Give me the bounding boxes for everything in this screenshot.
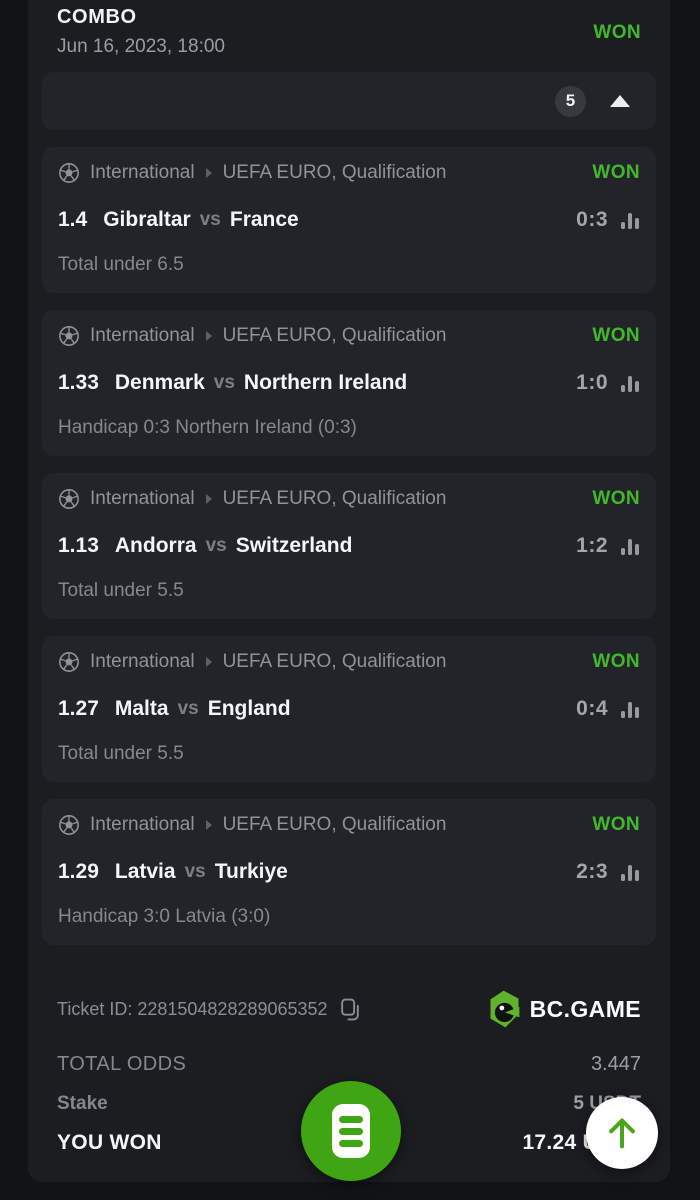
league-region: International — [90, 162, 195, 183]
arrow-up-icon — [609, 1118, 635, 1149]
league-name: UEFA EURO, Qualification — [222, 814, 447, 835]
vs-label: vs — [184, 861, 206, 882]
selection-card[interactable]: International UEFA EURO, Qualification W… — [42, 473, 656, 619]
bcgame-logo-icon — [490, 990, 519, 1028]
match-score: 1:2 — [576, 534, 608, 557]
copy-icon — [340, 998, 359, 1020]
scroll-to-top-button[interactable] — [586, 1097, 658, 1169]
chevron-up-icon[interactable] — [610, 95, 630, 107]
copy-ticket-id-button[interactable] — [338, 996, 363, 1023]
bar-chart-icon[interactable] — [620, 536, 640, 556]
ticket-header: COMBO Jun 16, 2023, 18:00 WON — [42, 0, 656, 58]
you-won-label: YOU WON — [57, 1131, 162, 1154]
selections-collapse-bar[interactable]: 5 — [42, 72, 656, 130]
bet-slip-icon — [332, 1104, 370, 1158]
selection-status-badge: WON — [592, 488, 640, 509]
home-team: Malta — [114, 697, 169, 720]
selection-card[interactable]: International UEFA EURO, Qualification W… — [42, 147, 656, 293]
home-team: Denmark — [114, 371, 205, 394]
bar-chart-icon[interactable] — [620, 862, 640, 882]
home-team: Latvia — [114, 860, 176, 883]
brand-name: BC.GAME — [529, 995, 641, 1022]
total-odds-label: TOTAL ODDS — [57, 1053, 187, 1075]
match-score: 1:0 — [576, 371, 608, 394]
chevron-right-icon — [205, 657, 212, 667]
market-label: Handicap 0:3 Northern Ireland (0:3) — [58, 417, 357, 438]
league-region: International — [90, 651, 195, 672]
selection-card[interactable]: International UEFA EURO, Qualification W… — [42, 636, 656, 782]
chevron-right-icon — [205, 331, 212, 341]
selection-odds: 1.29 — [58, 860, 99, 883]
market-label: Total under 5.5 — [58, 580, 184, 601]
chevron-right-icon — [205, 494, 212, 504]
match-score: 0:4 — [576, 697, 608, 720]
vs-label: vs — [213, 372, 235, 393]
ticket-datetime: Jun 16, 2023, 18:00 — [57, 36, 225, 57]
chevron-right-icon — [205, 820, 212, 830]
brand-logo: BC.GAME — [487, 989, 641, 1029]
league-name: UEFA EURO, Qualification — [222, 651, 447, 672]
bar-chart-icon[interactable] — [620, 373, 640, 393]
league-region: International — [90, 488, 195, 509]
away-team: Northern Ireland — [243, 371, 408, 394]
selection-odds: 1.4 — [58, 208, 88, 231]
ticket-type-label: COMBO — [57, 6, 137, 28]
ticket-status-badge: WON — [593, 22, 641, 43]
selection-odds: 1.33 — [58, 371, 99, 394]
soccer-ball-icon — [59, 326, 79, 346]
soccer-ball-icon — [59, 163, 79, 183]
stake-label: Stake — [57, 1093, 108, 1114]
total-odds-value: 3.447 — [590, 1053, 641, 1075]
league-region: International — [90, 325, 195, 346]
soccer-ball-icon — [59, 652, 79, 672]
league-name: UEFA EURO, Qualification — [222, 162, 447, 183]
bet-ticket-card: COMBO Jun 16, 2023, 18:00 WON 5 Internat… — [28, 0, 670, 1182]
chevron-right-icon — [205, 168, 212, 178]
away-team: Switzerland — [235, 534, 353, 557]
match-score: 2:3 — [576, 860, 608, 883]
match-score: 0:3 — [576, 208, 608, 231]
selection-card[interactable]: International UEFA EURO, Qualification W… — [42, 799, 656, 945]
league-name: UEFA EURO, Qualification — [222, 488, 447, 509]
selection-card[interactable]: International UEFA EURO, Qualification W… — [42, 310, 656, 456]
selection-status-badge: WON — [592, 325, 640, 346]
ticket-id-row: Ticket ID: 2281504828289065352 BC.GAME — [42, 989, 656, 1029]
selection-odds: 1.27 — [58, 697, 99, 720]
vs-label: vs — [199, 209, 221, 230]
selection-status-badge: WON — [592, 162, 640, 183]
total-odds-row: TOTAL ODDS 3.447 — [42, 1053, 656, 1076]
home-team: Gibraltar — [103, 208, 191, 231]
bet-slip-fab-button[interactable] — [301, 1081, 401, 1181]
selections-count-badge: 5 — [555, 85, 586, 117]
soccer-ball-icon — [59, 815, 79, 835]
selection-status-badge: WON — [592, 651, 640, 672]
league-name: UEFA EURO, Qualification — [222, 325, 447, 346]
selection-odds: 1.13 — [58, 534, 99, 557]
market-label: Handicap 3:0 Latvia (3:0) — [58, 906, 271, 927]
market-label: Total under 5.5 — [58, 743, 184, 764]
bar-chart-icon[interactable] — [620, 210, 640, 230]
ticket-id: Ticket ID: 2281504828289065352 — [57, 998, 328, 1019]
away-team: France — [229, 208, 299, 231]
league-region: International — [90, 814, 195, 835]
market-label: Total under 6.5 — [58, 254, 184, 275]
away-team: England — [207, 697, 291, 720]
home-team: Andorra — [114, 534, 197, 557]
soccer-ball-icon — [59, 489, 79, 509]
selection-status-badge: WON — [592, 814, 640, 835]
away-team: Turkiye — [214, 860, 288, 883]
vs-label: vs — [205, 535, 227, 556]
bar-chart-icon[interactable] — [620, 699, 640, 719]
vs-label: vs — [177, 698, 199, 719]
